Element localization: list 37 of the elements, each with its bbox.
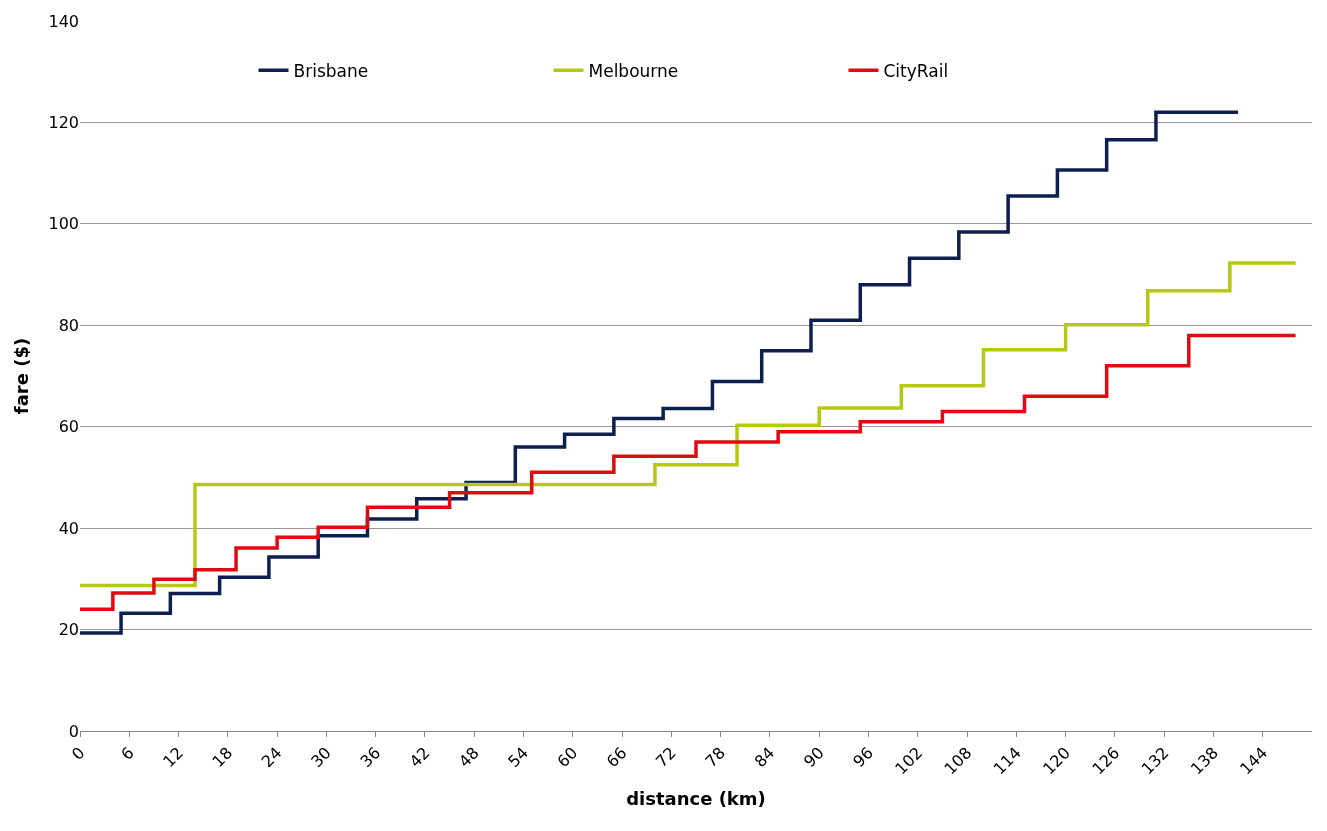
x-tick-label: 12: [159, 743, 188, 772]
y-tick-label: 60: [58, 417, 79, 437]
x-tick-label: 36: [356, 743, 385, 772]
x-tick-label: 138: [1186, 743, 1222, 779]
y-tick-label: 140: [48, 11, 79, 31]
x-tick-label: 18: [208, 743, 237, 772]
y-tick-label: 0: [68, 721, 79, 741]
legend-label: CityRail: [883, 60, 949, 81]
x-tick-label: 114: [989, 743, 1025, 779]
legend-label: Melbourne: [588, 60, 679, 81]
x-tick-label: 144: [1236, 743, 1272, 779]
x-tick-label: 42: [405, 743, 434, 772]
legend-label: Brisbane: [293, 60, 369, 81]
y-tick-label: 120: [48, 113, 79, 133]
x-tick-label: 108: [940, 743, 976, 779]
x-tick-label: 24: [257, 743, 286, 772]
x-tick-label: 132: [1137, 743, 1173, 779]
x-tick-label: 66: [602, 743, 631, 772]
y-tick-label: 20: [58, 620, 79, 640]
x-tick-label: 78: [701, 743, 730, 772]
x-tick-label: 126: [1088, 743, 1124, 779]
x-tick-label: 72: [652, 743, 680, 772]
x-tick-label: 120: [1039, 743, 1075, 779]
x-tick-label: 90: [799, 743, 828, 772]
x-tick-label: 30: [307, 743, 335, 772]
x-tick-label: 54: [504, 743, 533, 772]
y-tick-label: 40: [58, 518, 79, 538]
x-tick-label: 48: [454, 743, 483, 772]
x-tick-label: 96: [849, 743, 877, 772]
y-tick-label: 80: [58, 315, 79, 335]
y-axis-title: fare ($): [10, 337, 32, 415]
y-tick-label: 100: [48, 214, 79, 234]
x-tick-label: 60: [553, 743, 582, 772]
x-axis-title: distance (km): [626, 788, 766, 810]
x-tick-label: 84: [750, 743, 779, 772]
x-tick-label: 6: [117, 743, 138, 764]
x-tick-label: 102: [891, 743, 927, 779]
